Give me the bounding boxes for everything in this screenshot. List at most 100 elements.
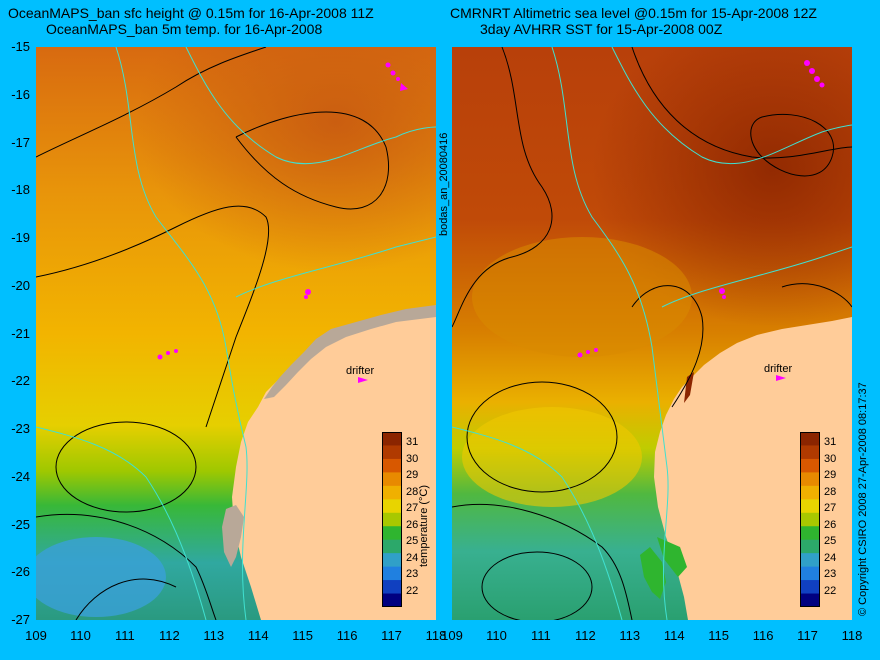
lon-tick-label: 117	[381, 628, 402, 643]
colorbar-swatch	[382, 472, 402, 487]
left-title-line1: OceanMAPS_ban sfc height @ 0.15m for 16-…	[8, 5, 374, 21]
colorbar-swatch	[800, 485, 820, 500]
colorbar-tick-label: 29	[824, 469, 837, 481]
colorbar-tick-label: 23	[406, 568, 419, 580]
lon-tick-label: 112	[574, 628, 596, 643]
colorbar-tick-label: 28	[406, 485, 419, 498]
colorbar-tick-label: 28	[824, 485, 837, 498]
satellite-sst-map-svg	[452, 47, 852, 620]
colorbar-swatch	[382, 485, 402, 500]
colorbar-tick-label: 24	[824, 551, 837, 564]
coastal-shelf	[264, 305, 436, 399]
mid-patch	[472, 237, 692, 357]
colorbar-swatch	[382, 526, 402, 541]
lat-tick-label: -19	[11, 230, 30, 245]
satellite-sst-map: drifter 31 30 29 28 27 26 25 24 23 22	[452, 47, 852, 620]
lon-tick-label: 116	[752, 628, 774, 643]
lon-tick-label: 115	[708, 628, 730, 643]
colorbar-swatch	[382, 445, 402, 460]
colorbar-tick-label: 27	[824, 502, 837, 514]
colorbar-swatch	[800, 432, 820, 446]
island	[640, 547, 666, 599]
colorbar-right	[800, 432, 820, 607]
colorbar-swatch	[800, 512, 820, 527]
colorbar-swatch	[800, 580, 820, 595]
lat-tick-label: -16	[11, 86, 30, 102]
colorbar-tick-label: 25	[824, 535, 837, 547]
colorbar-tick-label: 29	[406, 469, 419, 481]
colorbar-swatch	[382, 458, 402, 473]
lon-tick-label: 109	[25, 628, 47, 643]
colorbar-tick-label: 22	[406, 584, 419, 597]
colorbar-swatch	[382, 432, 402, 446]
lon-tick-label: 114	[247, 628, 269, 643]
lat-tick-label: -24	[11, 468, 30, 484]
lat-tick-label: -18	[11, 182, 30, 198]
lat-tick-label: -17	[11, 134, 30, 150]
island	[222, 505, 244, 567]
colorbar-tick-label: 30	[824, 452, 837, 465]
lon-tick-label: 110	[70, 628, 91, 643]
colorbar-swatch	[800, 593, 820, 607]
colorbar-tick-label: 30	[406, 452, 419, 465]
colorbar-tick-label: 26	[824, 518, 837, 531]
lon-tick-label: 116	[336, 628, 358, 643]
drifter-tracks	[577, 60, 825, 381]
colorbar-swatch	[382, 580, 402, 595]
colorbar-swatch	[382, 512, 402, 527]
colorbar-tick-label: 31	[406, 436, 419, 448]
colorbar-swatch	[382, 566, 402, 581]
lon-tick-label: 113	[203, 628, 225, 643]
lon-tick-label: 113	[619, 628, 641, 643]
lat-tick-label: -20	[11, 277, 30, 293]
colorbar-swatch	[382, 499, 402, 514]
yellow-patch	[462, 407, 642, 507]
model-sst-map: drifter 31 30 29 28 27 26 25 24 23 22 temperature…	[36, 47, 436, 620]
lat-tick-label: -15	[11, 39, 30, 54]
lon-tick-label: 115	[292, 628, 314, 643]
colorbar-swatch	[800, 526, 820, 541]
drifter-label-right: drifter	[764, 363, 793, 375]
colorbar-tick-label: 31	[824, 436, 837, 448]
colorbar-swatch	[382, 553, 402, 568]
colorbar-tick-label: 26	[406, 518, 419, 531]
lon-tick-label: 114	[663, 628, 685, 643]
colorbar-tick-label: 23	[824, 568, 837, 580]
colorbar-swatch	[800, 553, 820, 568]
colorbar-tick-label: 22	[824, 584, 837, 597]
right-panel-title: CMRNRT Altimetric sea level @0.15m for 1…	[450, 5, 870, 37]
lat-tick-label: -23	[11, 421, 30, 436]
lon-tick-label: 110	[486, 628, 507, 643]
lon-tick-label: 118	[425, 628, 447, 643]
colorbar-title-left: temperature (°C)	[418, 484, 430, 567]
colorbar-swatch	[800, 472, 820, 487]
colorbar-swatch	[800, 566, 820, 581]
model-sst-map-svg	[36, 47, 436, 620]
lon-tick-label: 117	[797, 628, 818, 643]
cool-patch	[36, 537, 166, 617]
lat-tick-label: -22	[11, 373, 30, 389]
run-id-label: bodas_an_20080416	[438, 132, 450, 236]
colorbar-swatch	[800, 458, 820, 473]
lon-tick-label: 109	[441, 628, 463, 643]
copyright-label: © Copyright CSIRO 2008 27-Apr-2008 08:17…	[857, 382, 869, 616]
bathymetry-contours	[452, 47, 852, 620]
warm-anomaly	[36, 47, 436, 347]
colorbar-tick-label: 27	[406, 502, 419, 514]
coastal-warm-strip	[684, 372, 694, 403]
lat-tick-label: -21	[11, 325, 30, 341]
colorbar-swatch	[382, 593, 402, 607]
drifter-tracks	[157, 62, 408, 383]
right-title-line1: CMRNRT Altimetric sea level @0.15m for 1…	[450, 5, 817, 21]
colorbar-swatch	[800, 539, 820, 554]
colorbar-left	[382, 432, 402, 607]
right-title-line2: 3day AVHRR SST for 15-Apr-2008 00Z	[480, 21, 723, 37]
bathymetry-contours	[36, 47, 436, 620]
lat-tick-label: -25	[11, 516, 30, 532]
left-panel-title: OceanMAPS_ban sfc height @ 0.15m for 16-…	[8, 5, 428, 37]
lon-tick-label: 118	[841, 628, 863, 643]
ssh-contours	[36, 47, 390, 620]
colorbar-tick-label: 24	[406, 551, 419, 564]
drifter-label-left: drifter	[346, 365, 375, 377]
colorbar-swatch	[800, 445, 820, 460]
